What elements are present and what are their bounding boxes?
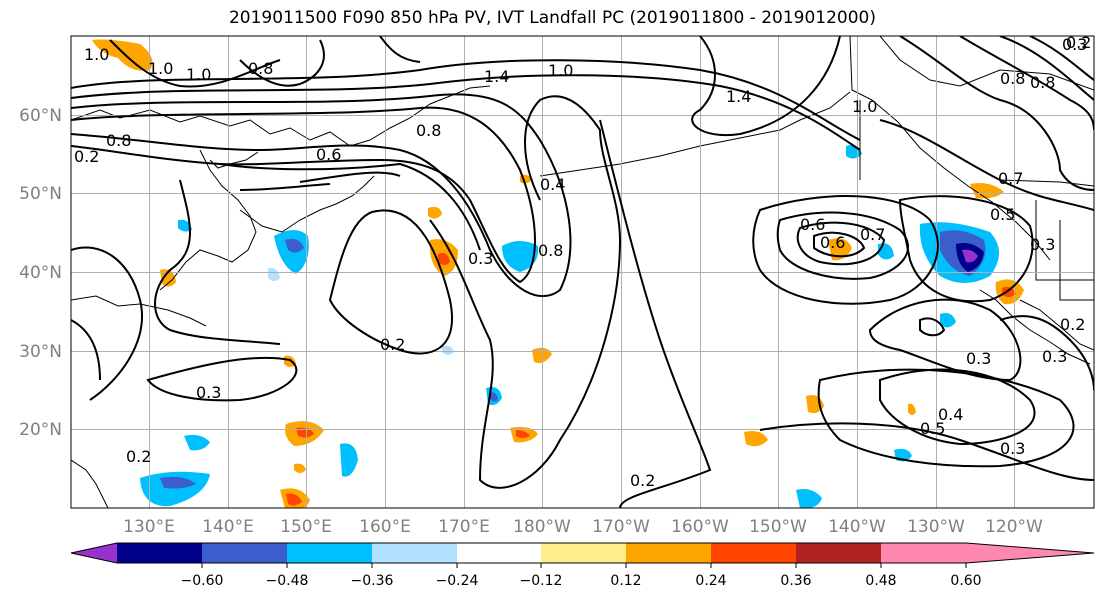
contour-label: 0.3: [1062, 35, 1087, 54]
colorbar-tick-label: −0.12: [520, 573, 563, 589]
colorbar-segment: [711, 543, 796, 563]
contour-label: 1.0: [186, 65, 211, 84]
contour-label: 0.7: [860, 225, 885, 244]
colorbar-segment: [117, 543, 202, 563]
colorbar-tick-label: −0.24: [436, 573, 479, 589]
contour-label: 0.8: [248, 59, 273, 78]
lon-label: 150°W: [749, 517, 807, 537]
contour-label: 0.2: [126, 447, 151, 466]
colorbar-tick-label: 0.36: [780, 573, 811, 589]
colorbar-segment: [287, 543, 372, 563]
contour-label: 0.3: [196, 383, 221, 402]
contour-label: 0.8: [1000, 69, 1025, 88]
colorbar-high-extension: [966, 543, 1094, 563]
lon-label: 170°W: [592, 517, 650, 537]
map-plot-area: 1.0 1.0 1.0 0.8 1.4 1.0 1.4 1.0 0.6 0.2 …: [71, 33, 1094, 508]
lon-label: 140°E: [202, 517, 254, 537]
contour-label: 0.3: [1042, 347, 1067, 366]
contour-label: 0.8: [538, 241, 563, 260]
contour-label: 1.4: [726, 87, 751, 106]
colorbar-tick-label: 0.60: [950, 573, 981, 589]
contour-labels: 1.0 1.0 1.0 0.8 1.4 1.0 1.4 1.0 0.6 0.2 …: [74, 33, 1091, 490]
contour-label: 0.3: [468, 249, 493, 268]
longitude-labels: 130°E 140°E 150°E 160°E 170°E 180°W 170°…: [123, 517, 1043, 537]
contour-label: 0.2: [1060, 315, 1085, 334]
contour-label: 0.4: [540, 175, 565, 194]
graticule: [71, 36, 1094, 508]
lon-label: 140°W: [828, 517, 886, 537]
contour-label: 0.2: [1066, 33, 1091, 52]
lat-label: 50°N: [19, 184, 62, 204]
lat-label: 60°N: [19, 106, 62, 126]
lon-label: 160°E: [359, 517, 411, 537]
contour-label: 0.2: [630, 471, 655, 490]
lon-label: 180°W: [513, 517, 571, 537]
lat-label: 40°N: [19, 263, 62, 283]
contour-label: 0.7: [998, 169, 1023, 188]
map-frame: [70, 35, 1095, 509]
contour-label: 0.3: [1030, 235, 1055, 254]
contour-label: 0.6: [316, 145, 341, 164]
colorbar-tick-label: −0.36: [351, 573, 394, 589]
contour-label: 1.0: [852, 97, 877, 116]
contour-label: 1.4: [484, 67, 509, 86]
colorbar-tick-label: 0.24: [695, 573, 726, 589]
colorbar-tick-label: 0.12: [610, 573, 641, 589]
colorbar-segment: [457, 543, 541, 563]
colorbar-segment: [881, 543, 966, 563]
contour-label: 0.6: [800, 215, 825, 234]
map-title: 2019011500 F090 850 hPa PV, IVT Landfall…: [228, 8, 876, 28]
contour-label: 0.3: [966, 349, 991, 368]
lon-label: 170°E: [438, 517, 490, 537]
lat-label: 20°N: [19, 420, 62, 440]
contour-label: 0.8: [416, 121, 441, 140]
colorbar-segment: [541, 543, 626, 563]
contour-label: 1.0: [148, 59, 173, 78]
latitude-labels: 60°N 50°N 40°N 30°N 20°N: [19, 106, 62, 440]
pv-shading: [92, 39, 1024, 508]
contour-label: 0.6: [820, 233, 845, 252]
lon-label: 120°W: [985, 517, 1043, 537]
ivt-contours: [71, 36, 1094, 508]
colorbar-low-extension: [71, 543, 117, 563]
contour-label: 0.5: [990, 205, 1015, 224]
colorbar-tick-label: −0.60: [181, 573, 224, 589]
contour-label: 0.8: [1030, 73, 1055, 92]
colorbar-tick-label: −0.48: [266, 573, 309, 589]
lon-label: 130°E: [123, 517, 175, 537]
colorbar-segment: [372, 543, 457, 563]
lon-label: 150°E: [280, 517, 332, 537]
contour-label: 0.2: [380, 335, 405, 354]
contour-label: 0.4: [938, 405, 963, 424]
colorbar-segment: [796, 543, 881, 563]
contour-label: 1.0: [548, 61, 573, 80]
colorbar-tick-label: 0.48: [865, 573, 896, 589]
contour-label: 0.3: [1000, 439, 1025, 458]
lat-label: 30°N: [19, 342, 62, 362]
contour-label: 0.5: [920, 419, 945, 438]
contour-label: 0.2: [74, 147, 99, 166]
contour-label: 0.8: [106, 131, 131, 150]
colorbar-segment: [626, 543, 711, 563]
lon-label: 160°W: [671, 517, 729, 537]
colorbar-segment: [202, 543, 287, 563]
lon-label: 130°W: [907, 517, 965, 537]
colorbar: −0.60 −0.48 −0.36 −0.24 −0.12 0.12 0.24 …: [70, 542, 1095, 589]
contour-label: 1.0: [84, 45, 109, 64]
